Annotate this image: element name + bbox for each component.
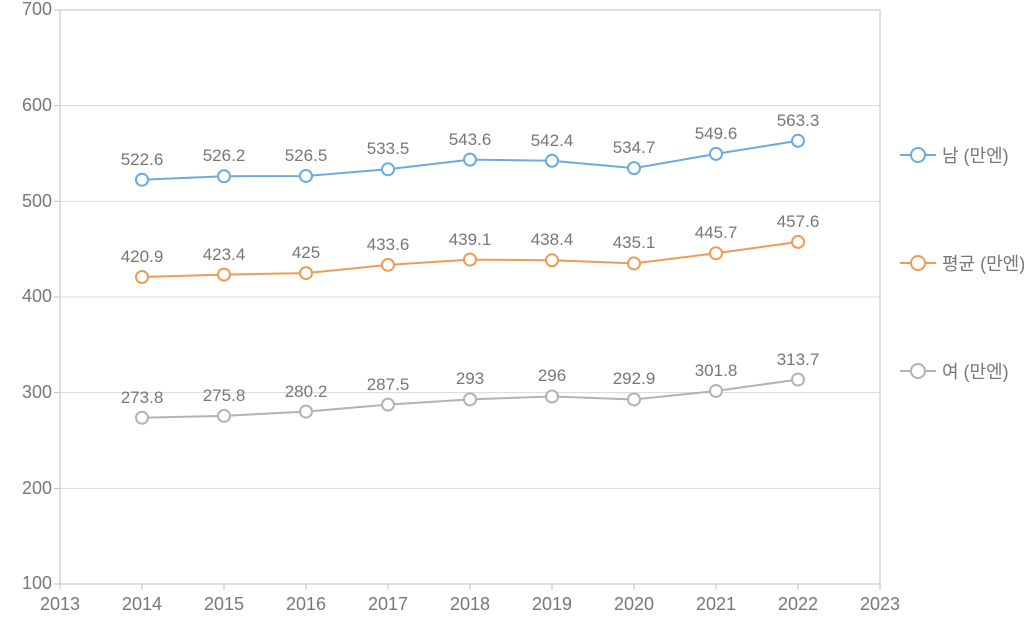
y-tick-label: 500 xyxy=(4,191,52,212)
data-label: 435.1 xyxy=(613,233,656,253)
data-label: 549.6 xyxy=(695,124,738,144)
y-tick-label: 700 xyxy=(4,0,52,20)
legend-item: 남 (만엔) xyxy=(900,142,1009,168)
data-label: 313.7 xyxy=(777,350,820,370)
legend-marker-icon xyxy=(910,255,926,271)
legend-item: 평균 (만엔) xyxy=(900,250,1024,276)
plot-svg xyxy=(0,0,1024,622)
x-tick-label: 2020 xyxy=(614,594,654,615)
x-tick-label: 2018 xyxy=(450,594,490,615)
data-label: 563.3 xyxy=(777,111,820,131)
legend-item: 여 (만엔) xyxy=(900,358,1009,384)
legend-marker-icon xyxy=(910,363,926,379)
x-tick-label: 2019 xyxy=(532,594,572,615)
data-label: 439.1 xyxy=(449,230,492,250)
data-label: 292.9 xyxy=(613,369,656,389)
legend-line-icon xyxy=(900,262,936,264)
data-label: 296 xyxy=(538,366,566,386)
data-label: 522.6 xyxy=(121,150,164,170)
y-tick-label: 200 xyxy=(4,478,52,499)
data-label: 438.4 xyxy=(531,230,574,250)
data-label: 293 xyxy=(456,369,484,389)
legend-line-icon xyxy=(900,370,936,372)
data-label: 420.9 xyxy=(121,247,164,267)
data-label: 287.5 xyxy=(367,375,410,395)
x-tick-label: 2017 xyxy=(368,594,408,615)
data-label: 280.2 xyxy=(285,382,328,402)
data-label: 526.2 xyxy=(203,146,246,166)
y-tick-label: 300 xyxy=(4,382,52,403)
x-tick-label: 2021 xyxy=(696,594,736,615)
data-label: 425 xyxy=(292,243,320,263)
data-label: 273.8 xyxy=(121,388,164,408)
data-label: 533.5 xyxy=(367,139,410,159)
data-label: 445.7 xyxy=(695,223,738,243)
data-label: 542.4 xyxy=(531,131,574,151)
legend-marker-icon xyxy=(910,147,926,163)
x-tick-label: 2016 xyxy=(286,594,326,615)
legend-label: 남 (만엔) xyxy=(942,142,1009,168)
data-label: 543.6 xyxy=(449,130,492,150)
data-label: 301.8 xyxy=(695,361,738,381)
y-tick-label: 600 xyxy=(4,95,52,116)
legend-line-icon xyxy=(900,154,936,156)
data-label: 433.6 xyxy=(367,235,410,255)
data-label: 275.8 xyxy=(203,386,246,406)
x-tick-label: 2014 xyxy=(122,594,162,615)
y-tick-label: 400 xyxy=(4,286,52,307)
x-tick-label: 2013 xyxy=(40,594,80,615)
legend-label: 여 (만엔) xyxy=(942,358,1009,384)
line-chart: 100 200 300 400 500 600 700 2013 2014 2015 2016 201… xyxy=(0,0,1024,622)
data-label: 457.6 xyxy=(777,212,820,232)
data-label: 534.7 xyxy=(613,138,656,158)
y-tick-label: 100 xyxy=(4,573,52,594)
x-tick-label: 2023 xyxy=(860,594,900,615)
data-label: 526.5 xyxy=(285,146,328,166)
data-label: 423.4 xyxy=(203,245,246,265)
x-tick-label: 2015 xyxy=(204,594,244,615)
x-tick-label: 2022 xyxy=(778,594,818,615)
legend-label: 평균 (만엔) xyxy=(942,250,1024,276)
